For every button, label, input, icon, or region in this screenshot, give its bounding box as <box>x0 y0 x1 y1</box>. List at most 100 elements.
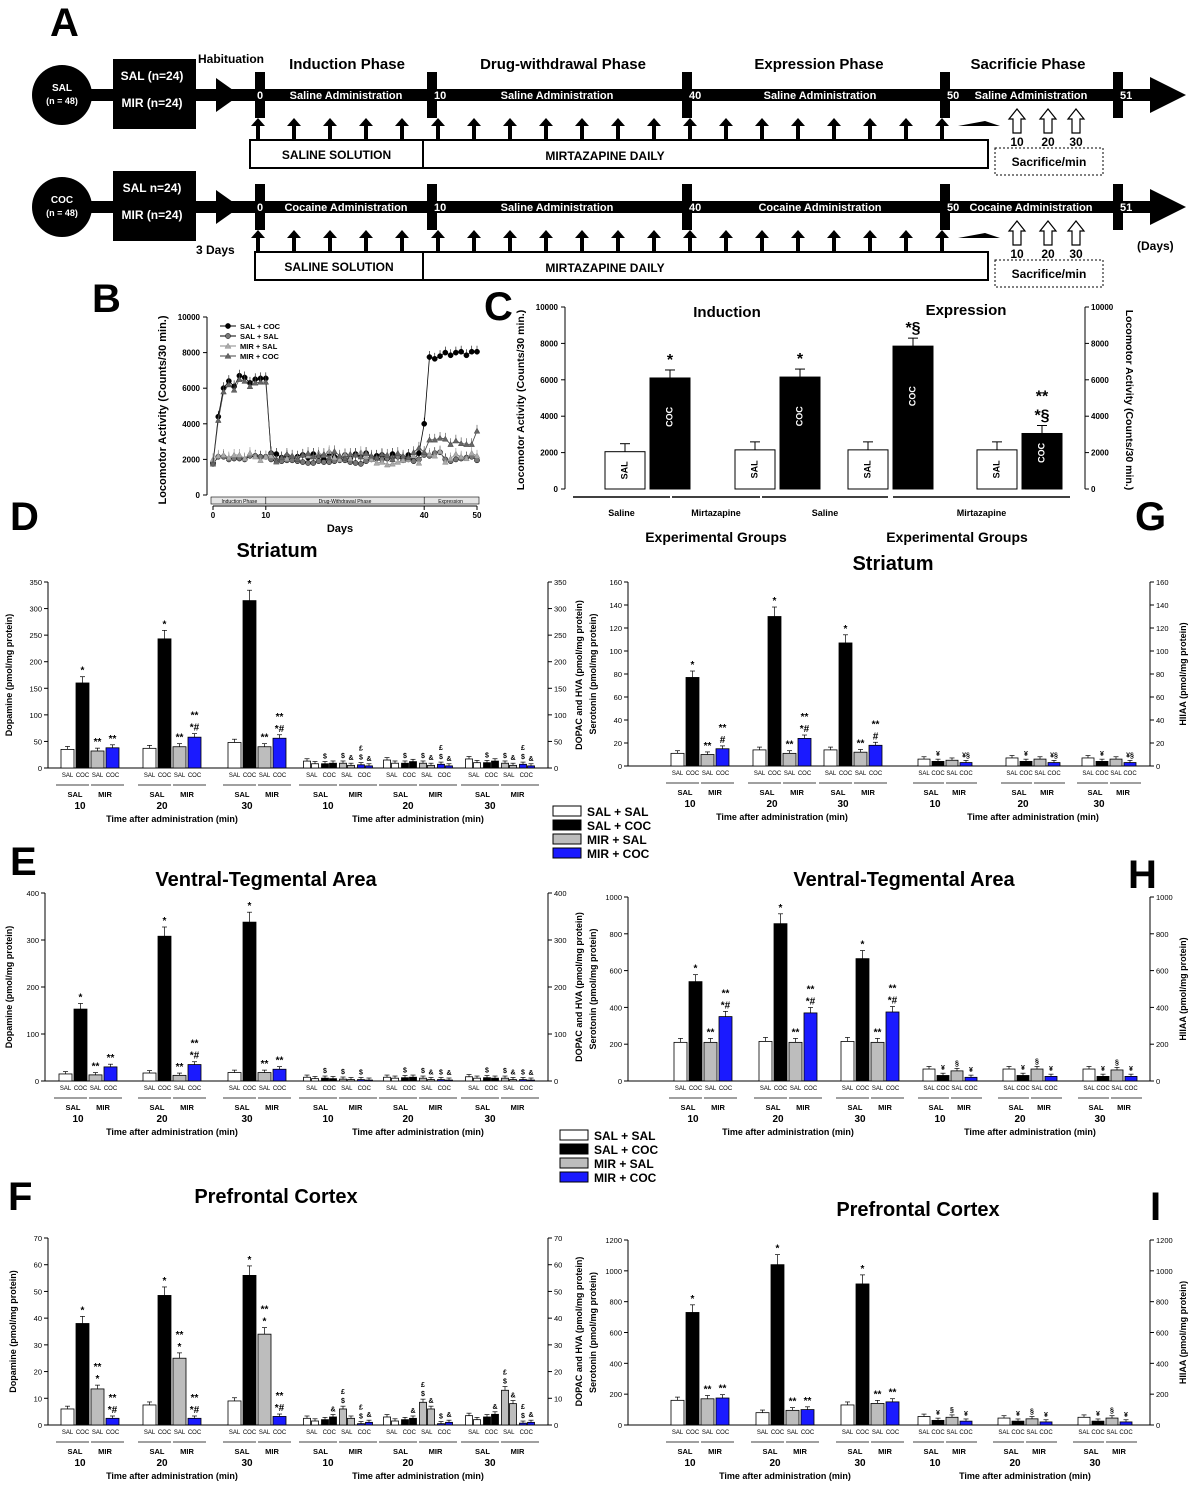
bar-label: COC <box>520 1086 534 1092</box>
y-tick-label: 200 <box>29 658 42 667</box>
legend-swatch <box>552 833 582 845</box>
bar-mir-coc <box>527 1421 535 1426</box>
bar-sal-sal <box>465 1076 473 1082</box>
time-label: 30 <box>854 1114 866 1125</box>
day-marker <box>682 184 692 230</box>
phase-title-induction: Induction <box>693 304 761 321</box>
bar-mir-coc <box>800 1409 815 1426</box>
group-label: MIR <box>878 1447 892 1456</box>
bar-sal-coc <box>329 1078 337 1082</box>
significance-mark: * <box>81 666 85 677</box>
injection-arrow-icon <box>251 230 265 252</box>
data-point <box>463 455 470 462</box>
data-point <box>262 378 270 385</box>
bar-mir-coc <box>437 763 445 769</box>
time-label: 10 <box>74 801 86 812</box>
bar-sal-sal <box>752 749 767 767</box>
habituation-arrow-icon <box>216 78 240 112</box>
bar-label: COC <box>438 1430 452 1436</box>
data-point <box>363 458 369 465</box>
data-point <box>289 457 296 464</box>
group-label: SAL <box>313 790 328 799</box>
significance-mark: *# <box>888 996 898 1007</box>
bar-label: SAL <box>306 1430 318 1436</box>
bar-label: SAL <box>951 1086 963 1092</box>
y-tick-label: 400 <box>26 889 39 898</box>
y2-tick-label: 20 <box>554 1368 562 1377</box>
significance-mark: ** <box>176 1330 184 1341</box>
bar-mir-sal <box>347 1079 355 1082</box>
injection-arrow-icon <box>935 118 949 140</box>
significance-mark: ** <box>704 1384 712 1395</box>
bar-label: COC <box>273 1430 287 1436</box>
injection-arrow-icon <box>575 118 589 140</box>
bar-sal-sal <box>311 763 319 769</box>
group-label: Saline <box>812 508 839 518</box>
bar-group: SAL COC *§ Saline <box>762 320 934 518</box>
injection-arrow-icon <box>755 118 769 140</box>
bar-label: COC <box>801 1430 815 1436</box>
y2-axis-label: HIIAA (pmol/mg protein) <box>1178 622 1188 725</box>
bar-label: COC <box>936 1086 950 1092</box>
significance-mark: & <box>528 756 533 763</box>
bar-mir-sal <box>257 746 272 769</box>
bar-sal <box>847 449 889 490</box>
significance-mark: *# <box>806 997 816 1008</box>
time-label: 30 <box>837 799 849 810</box>
bar-label: SAL <box>421 1430 433 1436</box>
bar-sal-sal <box>142 747 157 769</box>
injection-arrow-icon <box>287 118 301 140</box>
group-label: MIR <box>878 1103 892 1112</box>
significance-mark: * <box>776 1244 780 1255</box>
significance-mark: *# <box>721 1000 731 1011</box>
bar-coc <box>779 376 821 490</box>
significance-mark: ** <box>261 1305 269 1316</box>
bar-label: SAL <box>872 1086 884 1092</box>
significance-mark: ** <box>801 712 809 723</box>
bar-label: COC <box>1047 771 1061 777</box>
chart-title: Ventral-Tegmental Area <box>793 869 1015 891</box>
time-label: 20 <box>769 1458 781 1469</box>
bar-mir-sal <box>90 750 105 769</box>
y2-tick-label: 800 <box>1156 930 1169 939</box>
data-point <box>341 455 349 462</box>
y-tick-label: 4000 <box>540 412 558 421</box>
bar-label: SAL <box>872 1430 884 1436</box>
bar-sal-coc <box>321 1077 329 1082</box>
bar-mir-sal <box>945 1416 959 1426</box>
bar-label: SAL <box>923 1086 935 1092</box>
bar-label: SAL <box>62 1430 74 1436</box>
group-label: MIR <box>1117 1103 1131 1112</box>
phase-title: Sacrificie Phase <box>970 56 1085 73</box>
data-point <box>457 453 465 460</box>
bar-label: COC <box>931 1430 945 1436</box>
bar-label: COC <box>188 1430 202 1436</box>
bar-label: COC <box>1091 1430 1105 1436</box>
injection-arrow-icon <box>935 230 949 252</box>
y2-tick-label: 0 <box>554 764 558 773</box>
data-point <box>230 451 238 458</box>
administration-label: Cocaine Administration <box>758 202 881 214</box>
y2-tick-label: 0 <box>554 1421 558 1430</box>
phase-title-expression: Expression <box>926 302 1007 319</box>
significance-mark: & <box>492 1404 497 1411</box>
bar-mir-sal <box>782 752 797 767</box>
design-row: COC (n = 48) SAL n=24) MIR (n=24) 0 10 40 50 51 C… <box>32 171 1186 288</box>
data-point <box>225 381 233 388</box>
bar-sal-coc <box>483 1077 491 1082</box>
bar-label: SAL <box>619 461 629 480</box>
significance-mark: * <box>81 1305 85 1316</box>
group-label: SAL <box>393 790 408 799</box>
significance-mark: $ <box>521 1070 525 1077</box>
subgroup-box <box>113 59 196 129</box>
significance-mark: $ <box>439 754 443 761</box>
significance-mark: $ <box>521 754 525 761</box>
y-tick-label: 10 <box>34 1394 42 1403</box>
significance-mark: ¥ <box>964 1411 968 1418</box>
day-mark-label: 10 <box>434 202 446 214</box>
